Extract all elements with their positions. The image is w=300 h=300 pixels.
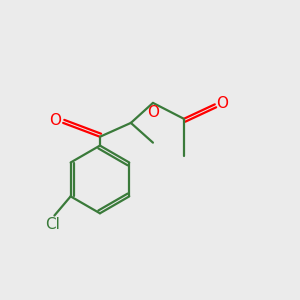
Text: O: O: [147, 105, 159, 120]
Text: O: O: [49, 113, 61, 128]
Text: O: O: [216, 96, 228, 111]
Text: Cl: Cl: [46, 217, 60, 232]
